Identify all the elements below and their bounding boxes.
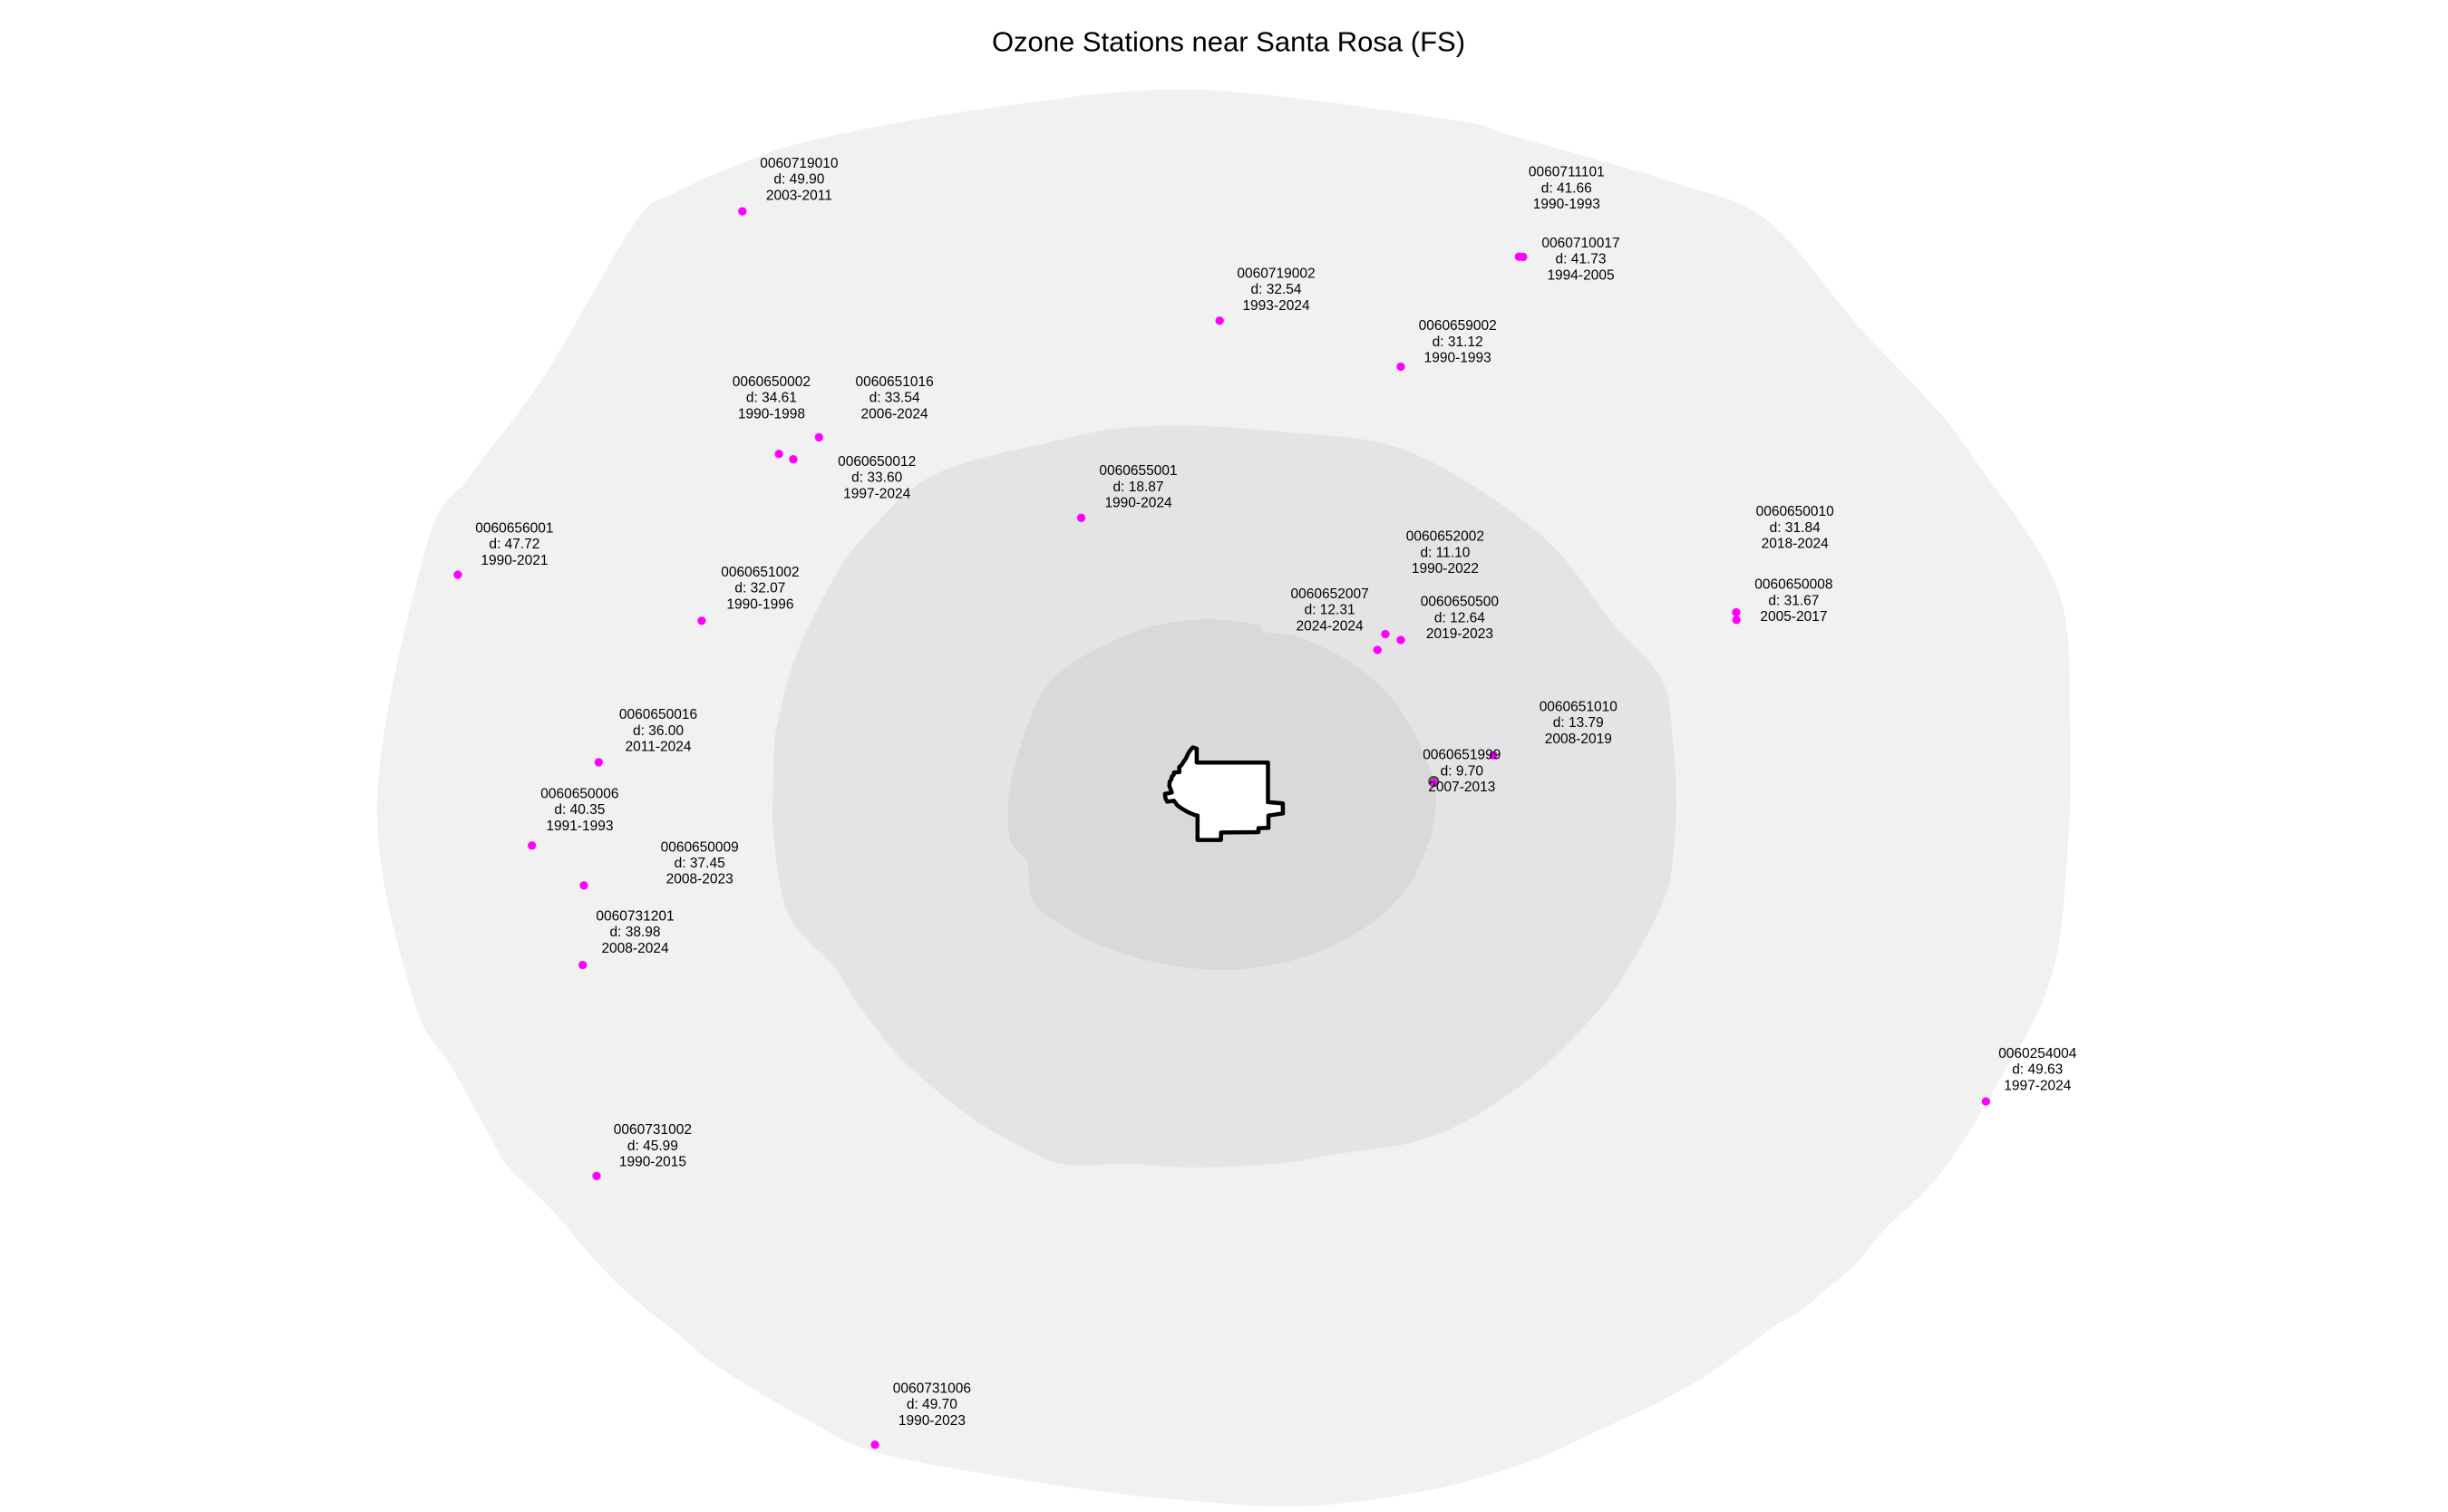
svg-text:0060650010: 0060650010	[1756, 504, 1835, 519]
svg-text:d: 49.63: d: 49.63	[2012, 1062, 2063, 1078]
svg-text:d: 45.99: d: 45.99	[627, 1139, 678, 1154]
svg-text:0060650016: 0060650016	[619, 707, 697, 722]
svg-text:d: 47.72: d: 47.72	[489, 537, 539, 552]
svg-text:0060650002: 0060650002	[733, 374, 811, 390]
svg-text:d: 49.90: d: 49.90	[773, 172, 824, 188]
svg-text:Ozone Stations near Santa Rosa: Ozone Stations near Santa Rosa (FS)	[992, 26, 1465, 58]
svg-text:1990-2015: 1990-2015	[619, 1155, 686, 1170]
svg-text:d: 41.66: d: 41.66	[1541, 180, 1592, 196]
svg-text:d: 33.54: d: 33.54	[869, 391, 920, 406]
svg-text:1994-2005: 1994-2005	[1547, 267, 1614, 283]
svg-text:0060651002: 0060651002	[721, 565, 799, 580]
svg-text:1990-2024: 1990-2024	[1104, 496, 1172, 511]
svg-text:0060650008: 0060650008	[1754, 577, 1832, 593]
svg-text:d: 12.31: d: 12.31	[1305, 603, 1355, 618]
svg-text:1990-2021: 1990-2021	[481, 553, 548, 568]
svg-text:d: 38.98: d: 38.98	[609, 925, 660, 940]
svg-text:1997-2024: 1997-2024	[2004, 1078, 2072, 1093]
svg-text:2008-2024: 2008-2024	[601, 941, 669, 956]
svg-text:0060710017: 0060710017	[1541, 236, 1619, 251]
svg-text:d: 12.64: d: 12.64	[1434, 610, 1485, 625]
svg-text:1990-1993: 1990-1993	[1533, 197, 1600, 212]
svg-text:1991-1993: 1991-1993	[546, 819, 613, 834]
svg-text:d: 49.70: d: 49.70	[907, 1397, 957, 1412]
svg-text:0060731201: 0060731201	[596, 908, 674, 924]
svg-text:2006-2024: 2006-2024	[861, 406, 929, 422]
svg-text:d: 13.79: d: 13.79	[1553, 715, 1604, 731]
svg-text:d: 37.45: d: 37.45	[675, 856, 725, 871]
svg-text:2008-2023: 2008-2023	[666, 872, 733, 887]
svg-text:0060650009: 0060650009	[661, 839, 739, 855]
svg-text:0060731006: 0060731006	[893, 1381, 971, 1396]
svg-text:d: 41.73: d: 41.73	[1555, 252, 1606, 267]
svg-text:0060650012: 0060650012	[838, 454, 916, 470]
svg-text:0060650006: 0060650006	[540, 786, 618, 801]
svg-text:d: 32.07: d: 32.07	[734, 581, 785, 596]
svg-text:0060254004: 0060254004	[1998, 1046, 2077, 1061]
svg-text:2018-2024: 2018-2024	[1762, 537, 1830, 552]
svg-text:2007-2013: 2007-2013	[1428, 780, 1495, 795]
svg-text:0060650500: 0060650500	[1421, 595, 1500, 610]
svg-text:1997-2024: 1997-2024	[843, 486, 911, 501]
svg-text:d: 31.12: d: 31.12	[1433, 334, 1483, 350]
svg-text:2019-2023: 2019-2023	[1426, 626, 1493, 642]
svg-text:0060651999: 0060651999	[1423, 748, 1501, 763]
svg-text:0060711101: 0060711101	[1529, 165, 1605, 180]
svg-text:1993-2024: 1993-2024	[1242, 298, 1310, 314]
svg-text:2003-2011: 2003-2011	[766, 188, 832, 203]
svg-text:d: 31.84: d: 31.84	[1770, 520, 1821, 536]
svg-text:0060651016: 0060651016	[855, 374, 933, 390]
svg-text:2011-2024: 2011-2024	[626, 740, 692, 755]
svg-text:d: 40.35: d: 40.35	[554, 802, 605, 818]
svg-text:1990-1996: 1990-1996	[726, 596, 793, 612]
svg-text:2024-2024: 2024-2024	[1297, 618, 1365, 634]
svg-text:2005-2017: 2005-2017	[1760, 609, 1827, 625]
svg-text:0060719010: 0060719010	[760, 156, 839, 171]
svg-text:d: 33.60: d: 33.60	[851, 470, 902, 486]
svg-text:d: 9.70: d: 9.70	[1441, 763, 1484, 779]
svg-text:d: 31.67: d: 31.67	[1768, 593, 1819, 608]
svg-text:d: 34.61: d: 34.61	[746, 391, 797, 406]
svg-text:1990-1993: 1990-1993	[1424, 351, 1491, 366]
svg-text:0060652002: 0060652002	[1406, 529, 1484, 545]
svg-text:0060719002: 0060719002	[1237, 267, 1315, 282]
svg-text:1990-2022: 1990-2022	[1412, 561, 1479, 577]
svg-text:0060731002: 0060731002	[614, 1122, 692, 1138]
svg-text:0060652007: 0060652007	[1290, 586, 1368, 602]
svg-text:0060659002: 0060659002	[1419, 318, 1497, 334]
svg-text:0060656001: 0060656001	[475, 520, 553, 536]
svg-text:2008-2019: 2008-2019	[1545, 732, 1612, 747]
svg-text:1990-2023: 1990-2023	[899, 1413, 966, 1429]
svg-text:0060651010: 0060651010	[1540, 699, 1618, 714]
svg-text:1990-1998: 1990-1998	[738, 406, 805, 422]
svg-text:d: 18.87: d: 18.87	[1112, 480, 1163, 495]
svg-text:d: 11.10: d: 11.10	[1420, 545, 1470, 560]
svg-text:d: 36.00: d: 36.00	[633, 723, 684, 739]
svg-text:0060655001: 0060655001	[1099, 463, 1177, 479]
svg-text:d: 32.54: d: 32.54	[1250, 282, 1301, 297]
